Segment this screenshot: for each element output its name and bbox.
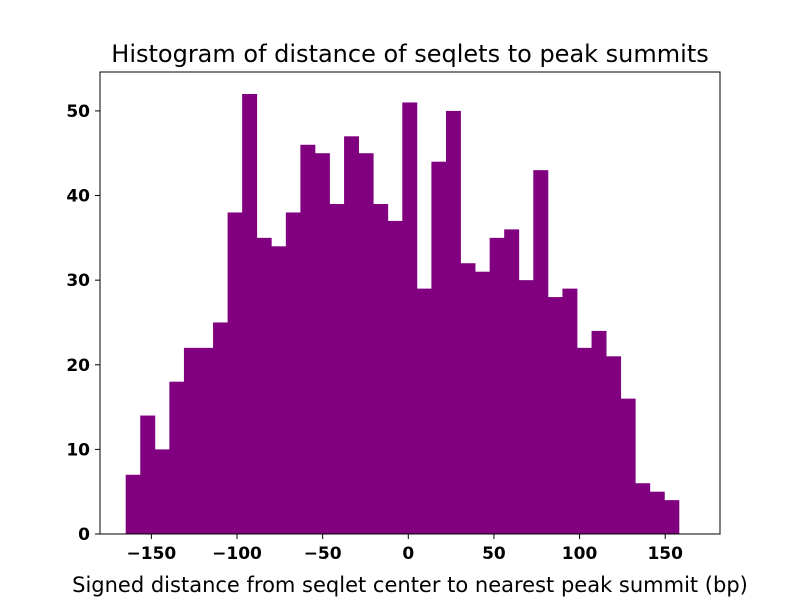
x-tick-label: 150 [647,544,683,564]
x-tick-label: 100 [562,544,598,564]
histogram-bar [431,161,447,534]
histogram-bar [576,347,592,534]
histogram-bar [183,347,199,534]
histogram-bar [256,237,272,534]
histogram-bar [475,271,491,534]
histogram-bar [300,144,316,534]
y-axis: 0 10 20 30 40 50 [66,102,100,545]
histogram-bar [606,356,622,534]
y-tick-label: 40 [66,187,90,207]
x-tick-label: −50 [304,544,342,564]
y-tick-label: 30 [66,271,90,291]
plot-frame [99,71,721,535]
x-tick-label: −150 [127,544,177,564]
histogram-bar [504,229,520,534]
histogram-bar [125,474,141,534]
x-axis: −150 −100 −50 0 50 100 150 [127,534,683,564]
x-tick-label: −100 [212,544,262,564]
histogram-bar [242,94,258,534]
histogram-bar [169,381,185,534]
histogram-bar [314,153,330,535]
histogram-bar [445,110,461,535]
histogram-bar [635,483,651,534]
histogram-bar [664,500,680,534]
histogram-bar [154,449,170,534]
histogram-bar [518,280,534,534]
histogram-bar [344,136,360,534]
histogram-bar [329,204,345,534]
histogram-bar [271,246,287,534]
histogram-bar [213,322,228,534]
x-tick-label: 0 [402,544,414,564]
histogram-bar [649,491,665,534]
histogram-bar [198,347,214,534]
histogram-bar [416,288,432,534]
histogram-bar [533,170,549,534]
y-tick-label: 0 [78,525,90,545]
x-axis-label: Signed distance from seqlet center to ne… [72,573,748,597]
histogram-bar [227,212,243,534]
histogram-bar [562,288,578,534]
histogram-bar [547,297,563,534]
bars-layer [125,94,680,535]
histogram-bar [591,330,607,534]
histogram-bar [402,102,418,535]
histogram-bar [489,237,505,534]
x-tick-label: 50 [482,544,506,564]
y-tick-label: 10 [66,440,90,460]
histogram-bar [620,398,636,534]
histogram-bar [285,212,301,534]
chart-title: Histogram of distance of seqlets to peak… [111,40,708,68]
histogram-bar [358,153,374,535]
y-tick-label: 50 [66,102,90,122]
y-tick-label: 20 [66,356,90,376]
histogram-bar [460,263,476,534]
histogram-bar [373,204,389,534]
histogram-bar [140,415,156,534]
histogram-bar [387,220,403,535]
